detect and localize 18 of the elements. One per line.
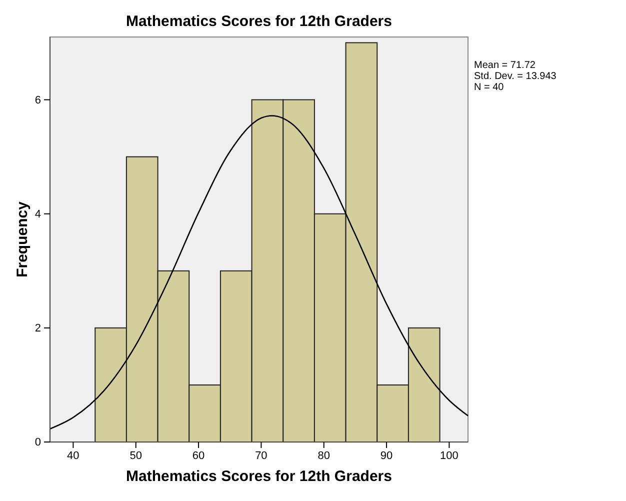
y-tick-label: 4 [34,208,41,220]
line-series [49,115,469,430]
x-tick-label: 40 [67,450,80,462]
y-axis-title: Frequency [14,200,31,278]
y-tick-label: 6 [34,94,41,106]
x-tick-label: 70 [255,450,268,462]
y-tick-label: 0 [34,436,41,449]
y-tick-label: 2 [34,322,41,334]
x-tick-label: 80 [318,450,330,462]
text: Mean = 71.72 [474,60,536,71]
chart-title: Mathematics Scores for 12th Graders [126,13,392,30]
x-tick-label: 60 [192,450,205,462]
x-tick-label: 100 [440,450,458,462]
text: Std. Dev. = 13.943 [474,71,557,82]
text: N = 40 [474,82,504,93]
x-axis-title: Mathematics Scores for 12th Graders [126,468,392,485]
x-tick-label: 90 [380,450,393,462]
x-tick-label: 50 [130,450,142,462]
